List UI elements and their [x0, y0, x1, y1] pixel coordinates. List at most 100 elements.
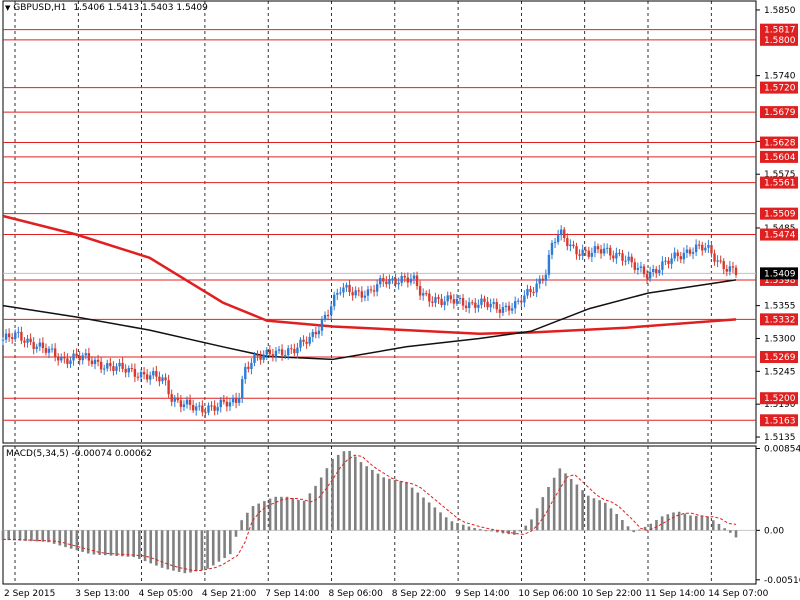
- macd-bar: [621, 519, 624, 531]
- candle-body: [483, 298, 486, 302]
- macd-bar: [575, 484, 579, 531]
- candle-body: [170, 394, 173, 402]
- macd-bar: [81, 530, 84, 552]
- candle-body: [204, 412, 207, 414]
- candle-body: [587, 250, 590, 257]
- candle-body: [707, 245, 710, 248]
- candle-body: [642, 266, 646, 275]
- candle-body: [225, 401, 229, 407]
- candle-body: [139, 371, 143, 378]
- candle-body: [329, 306, 333, 316]
- macd-bar: [308, 493, 312, 531]
- candle-body: [75, 353, 78, 356]
- candle-body: [262, 354, 265, 360]
- candle-body: [480, 298, 483, 305]
- candle-body: [41, 342, 45, 349]
- candle-body: [290, 348, 293, 350]
- macd-bar: [365, 466, 368, 531]
- candle-body: [566, 238, 569, 247]
- macd-bar: [405, 482, 408, 531]
- candle-body: [529, 288, 532, 293]
- candle-body: [1, 339, 5, 341]
- dropdown-icon[interactable]: ▼: [5, 4, 11, 12]
- level-label-box: [760, 392, 798, 405]
- macd-bar: [211, 530, 215, 566]
- candle-body: [20, 331, 23, 341]
- candle-body: [112, 366, 115, 371]
- macd-bar: [501, 530, 505, 534]
- candle-body: [440, 298, 443, 306]
- candle-body: [53, 348, 57, 358]
- candle-body: [103, 368, 106, 370]
- macd-bar: [473, 527, 476, 531]
- candle-body: [35, 346, 38, 349]
- candle-body: [397, 282, 400, 285]
- macd-bar: [683, 513, 687, 531]
- candle-body: [26, 338, 29, 343]
- candle-body: [400, 276, 403, 283]
- macd-bar: [439, 512, 442, 531]
- macd-bar: [427, 502, 431, 531]
- price-panel-frame: [2, 0, 757, 444]
- level-label-box: [760, 176, 798, 189]
- macd-bar: [52, 530, 56, 544]
- candle-body: [544, 274, 548, 281]
- macd-bar: [638, 529, 641, 531]
- candle-body: [578, 254, 581, 256]
- level-label-box: [760, 150, 798, 163]
- level-label: 1.5509: [764, 210, 796, 220]
- candle-body: [605, 247, 609, 249]
- macd-panel-frame: [2, 445, 757, 585]
- candle-body: [719, 260, 722, 262]
- macd-bar: [319, 477, 323, 531]
- candle-body: [23, 340, 26, 343]
- candle-body: [188, 399, 192, 405]
- candle-body: [624, 260, 627, 262]
- macd-bar: [609, 508, 613, 531]
- level-label-box: [760, 106, 798, 119]
- macd-bar: [456, 523, 459, 531]
- candle-body: [455, 298, 459, 304]
- candle-body: [697, 244, 701, 246]
- candle-body: [274, 350, 278, 357]
- macd-bar: [189, 530, 192, 573]
- candle-body: [191, 404, 195, 411]
- candle-body: [198, 405, 201, 407]
- macd-header: MACD(5,34,5) -0.00074 0.00062: [6, 449, 152, 459]
- macd-bar: [604, 502, 607, 531]
- macd-bar: [302, 500, 306, 531]
- candle-body: [145, 374, 149, 380]
- candle-body: [17, 331, 20, 333]
- candle-body: [231, 397, 235, 403]
- candle-body: [615, 252, 618, 259]
- candle-body: [11, 337, 14, 339]
- candle-body: [93, 359, 97, 365]
- price-axis-label: 1.5190: [764, 400, 796, 410]
- macd-bar: [359, 462, 363, 531]
- price-axis-label: 1.5740: [764, 72, 796, 82]
- macd-axis-label: 0.00: [764, 526, 784, 536]
- candle-body: [333, 294, 336, 307]
- macd-bar: [388, 478, 391, 531]
- level-label-box: [760, 228, 798, 241]
- macd-bar: [325, 468, 329, 531]
- candle-body: [434, 297, 437, 303]
- candle-body: [655, 269, 658, 273]
- macd-bar: [200, 530, 204, 571]
- candle-body: [201, 405, 204, 413]
- macd-bar: [75, 530, 79, 551]
- candle-body: [403, 276, 406, 278]
- candle-body: [385, 281, 388, 285]
- macd-bar: [166, 530, 170, 570]
- candle-body: [409, 278, 413, 283]
- macd-bar: [7, 530, 10, 541]
- candle-body: [72, 353, 75, 361]
- macd-bar: [450, 521, 454, 531]
- macd-bar: [155, 530, 158, 566]
- candle-body: [369, 289, 373, 291]
- macd-bar: [677, 511, 681, 531]
- macd-bar: [228, 530, 232, 555]
- candle-body: [336, 292, 339, 295]
